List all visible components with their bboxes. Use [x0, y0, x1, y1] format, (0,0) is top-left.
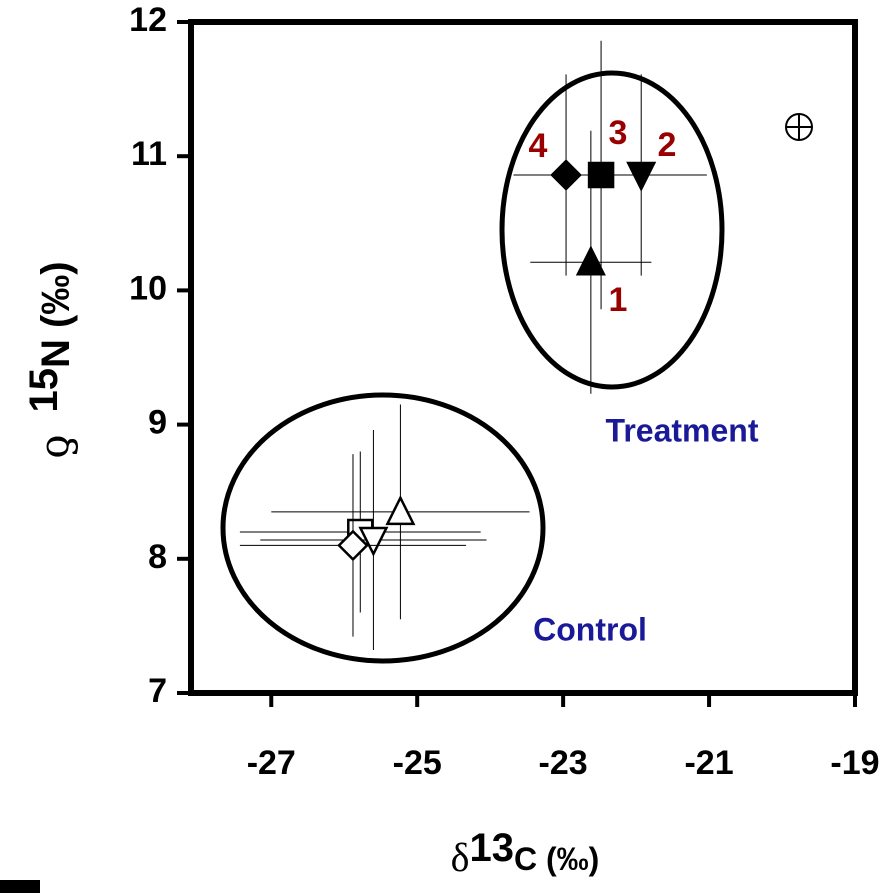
y-tick-label: 12 [129, 1, 167, 39]
point [626, 161, 657, 192]
point-label: 4 [529, 127, 548, 165]
point-label: 1 [609, 281, 628, 319]
y-tick-label: 9 [148, 404, 167, 442]
point [575, 245, 606, 276]
x-tick-label: -27 [247, 744, 296, 782]
point-label: 2 [658, 126, 677, 164]
x-axis-label-part: C (‰) [514, 841, 599, 877]
artifact [0, 880, 40, 893]
x-axis-label-part: δ [451, 835, 470, 880]
x-tick-label: -21 [684, 744, 733, 782]
y-tick-label: 11 [131, 135, 167, 173]
y-tick-label: 10 [129, 269, 167, 307]
x-tick-label: -23 [539, 744, 588, 782]
x-axis-label: δ13C (‰) [451, 826, 600, 881]
point [358, 526, 389, 557]
y-axis-label-part: ƍ [32, 435, 78, 459]
y-tick-label: 7 [148, 672, 167, 710]
point [337, 529, 369, 562]
y-axis-label-part: N (‰) [34, 261, 78, 368]
group-ellipse [220, 392, 546, 664]
y-axis-label: ƍ 15N (‰) [22, 261, 78, 458]
x-axis-label-part: 13 [470, 826, 515, 870]
x-tick-label: -25 [393, 744, 442, 782]
group-ellipse [499, 70, 725, 390]
x-tick-label: -19 [830, 744, 879, 782]
annotation: Treatment [606, 412, 759, 448]
point [385, 495, 416, 526]
point [550, 159, 582, 191]
plot-frame [188, 19, 858, 696]
y-axis-label-part: 15 [22, 368, 66, 413]
crosshair-symbol [785, 113, 813, 141]
point-label: 3 [609, 114, 628, 152]
annotation: Control [533, 611, 647, 647]
y-tick-label: 8 [148, 538, 167, 576]
